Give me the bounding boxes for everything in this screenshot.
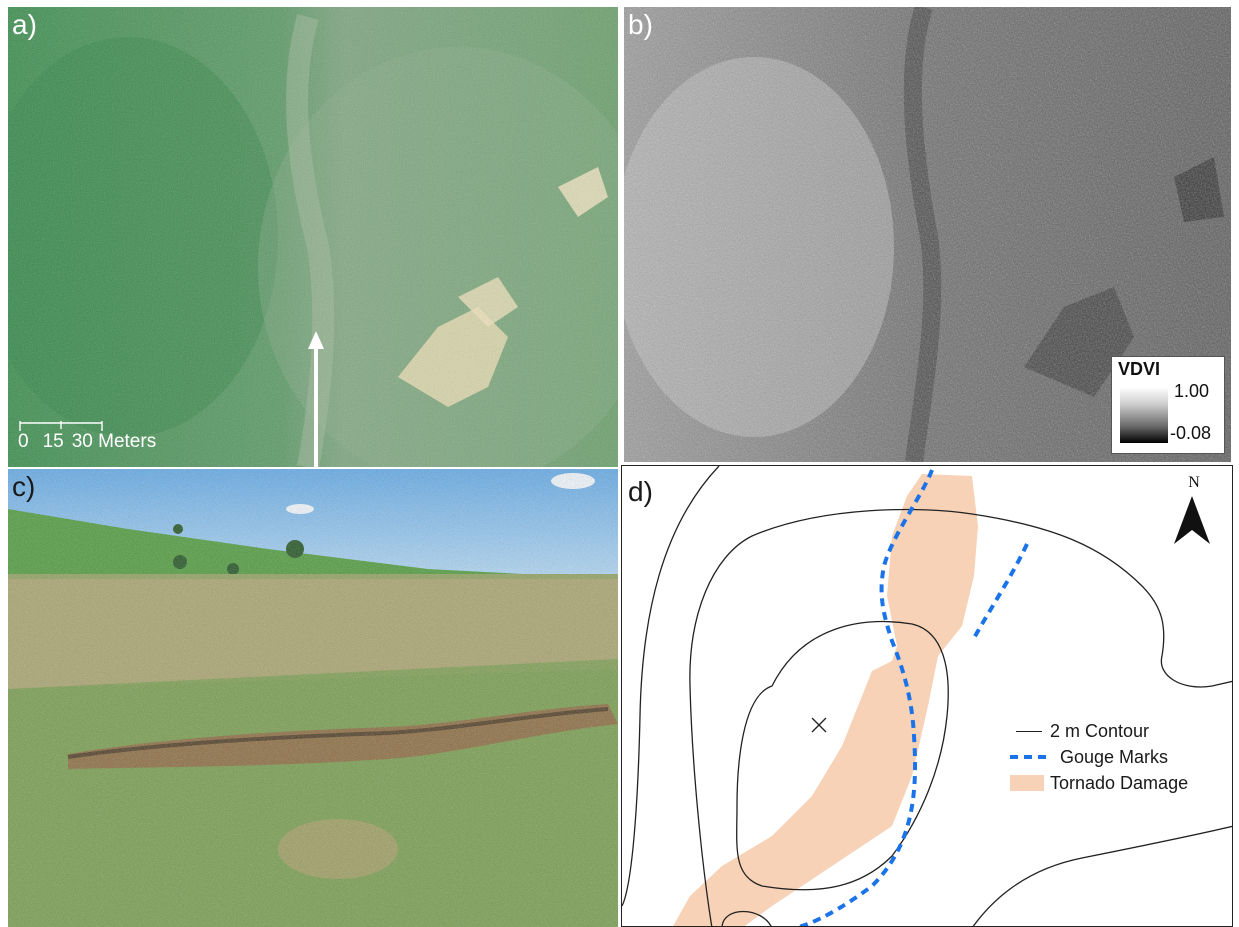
scale-tick-15: 15	[42, 431, 64, 452]
vdvi-min-value: -0.08	[1170, 423, 1212, 443]
panel-b-vdvi-image: b) VDVI 1.00 -0.08	[624, 7, 1231, 462]
panel-b-label: b)	[628, 9, 653, 40]
contour-line	[622, 466, 720, 907]
legend-row-gouge: Gouge Marks	[1010, 744, 1232, 770]
tornado-damage-area	[673, 474, 978, 926]
gouge-mark-line	[791, 469, 934, 926]
ground-photo	[8, 469, 618, 927]
contour-line	[721, 910, 772, 926]
vdvi-raster	[624, 7, 1231, 462]
north-label: N	[1188, 474, 1200, 491]
panel-a-aerial-image: a)	[8, 7, 618, 467]
scale-tick-30: 30 Meters	[71, 431, 157, 452]
panel-a-label: a)	[12, 9, 37, 40]
aerial-rgb-image	[8, 7, 618, 467]
legend-label-contour: 2 m Contour	[1050, 720, 1150, 741]
gouge-mark-line	[972, 543, 1029, 639]
north-arrow-icon	[1174, 496, 1210, 544]
gouge-legend-icon	[1010, 755, 1046, 759]
north-arrow: N	[1172, 474, 1216, 552]
panel-c-label: c)	[12, 471, 36, 502]
contour-line	[972, 825, 1232, 926]
panel-d-label: d)	[628, 476, 653, 507]
legend-row-damage: Tornado Damage	[1010, 770, 1232, 796]
vdvi-legend: VDVI 1.00 -0.08	[1111, 356, 1225, 454]
map-legend: 2 m Contour Gouge Marks Tornado Damage	[1010, 718, 1232, 796]
legend-row-contour: 2 m Contour	[1010, 718, 1232, 744]
scale-tick-0: 0	[18, 431, 29, 452]
contour-line	[736, 621, 949, 891]
contour-line	[689, 508, 1232, 926]
legend-label-gouge: Gouge Marks	[1060, 746, 1169, 767]
panel-d-damage-map: d) N 2 m Contour	[621, 465, 1233, 927]
scale-bar: 0 15 30 Meters	[18, 421, 156, 453]
scale-bar-graphic	[19, 421, 103, 431]
contour-legend-icon	[1016, 730, 1042, 732]
panel-c-ground-photo: c)	[8, 469, 618, 927]
vdvi-max-value: 1.00	[1174, 381, 1210, 401]
damage-map-graphic	[622, 466, 1232, 926]
legend-label-damage: Tornado Damage	[1050, 772, 1189, 793]
vdvi-legend-title: VDVI	[1118, 359, 1161, 379]
damage-legend-icon	[1010, 775, 1044, 791]
vdvi-color-ramp	[1120, 387, 1168, 443]
x-marker	[811, 717, 827, 733]
